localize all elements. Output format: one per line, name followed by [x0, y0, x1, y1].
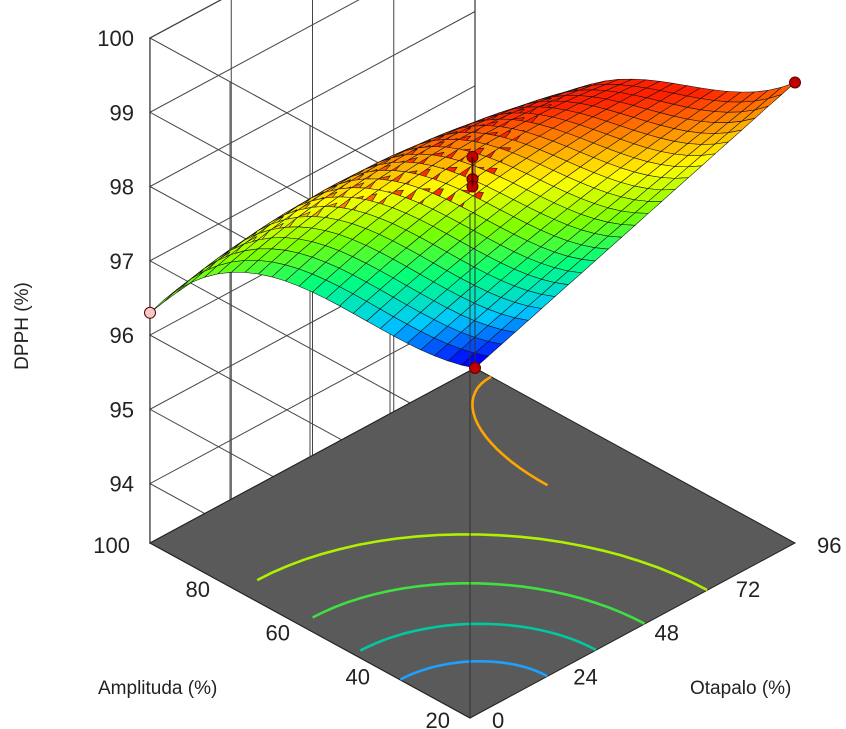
- front-frame: [149, 0, 476, 718]
- contour-line: [359, 622, 597, 652]
- z-tick-labels: 94 95 96 97 98 99 100: [97, 26, 134, 497]
- y-tick-label: 80: [186, 577, 210, 602]
- x-tick-labels: 0 24 48 72 96: [492, 533, 841, 729]
- contour-line: [399, 659, 548, 681]
- y-tick-label: 40: [346, 664, 370, 689]
- z-tick-label: 94: [110, 472, 134, 497]
- design-point: [144, 306, 156, 319]
- x-tick-label: 0: [492, 708, 504, 729]
- y-tick-label: 20: [426, 708, 450, 729]
- design-point: [789, 76, 801, 89]
- z-tick-label: 100: [97, 26, 134, 51]
- floor-contours: [256, 375, 708, 681]
- z-tick-label: 96: [110, 323, 134, 348]
- x-tick-label: 96: [817, 533, 841, 558]
- surface-cell: [149, 289, 178, 314]
- contour-line: [312, 581, 646, 625]
- y-tick-labels: 20 40 60 80 100: [93, 533, 450, 729]
- y-axis-label: Amplituda (%): [98, 678, 217, 699]
- design-point: [469, 362, 481, 374]
- contour-line: [471, 375, 549, 487]
- x-tick-label: 48: [655, 621, 679, 646]
- y-tick-label: 60: [266, 621, 290, 646]
- z-tick-label: 97: [110, 249, 134, 274]
- x-axis-label: Otapalo (%): [690, 678, 791, 699]
- y-tick-label: 100: [93, 533, 130, 558]
- z-tick-label: 98: [110, 175, 134, 200]
- contour-line: [256, 533, 708, 592]
- z-axis-label: DPPH (%): [12, 282, 33, 370]
- x-tick-label: 24: [573, 664, 597, 689]
- z-tick-label: 95: [110, 397, 134, 422]
- z-tick-label: 99: [110, 100, 134, 125]
- x-tick-label: 72: [736, 577, 760, 602]
- design-points: [144, 76, 801, 374]
